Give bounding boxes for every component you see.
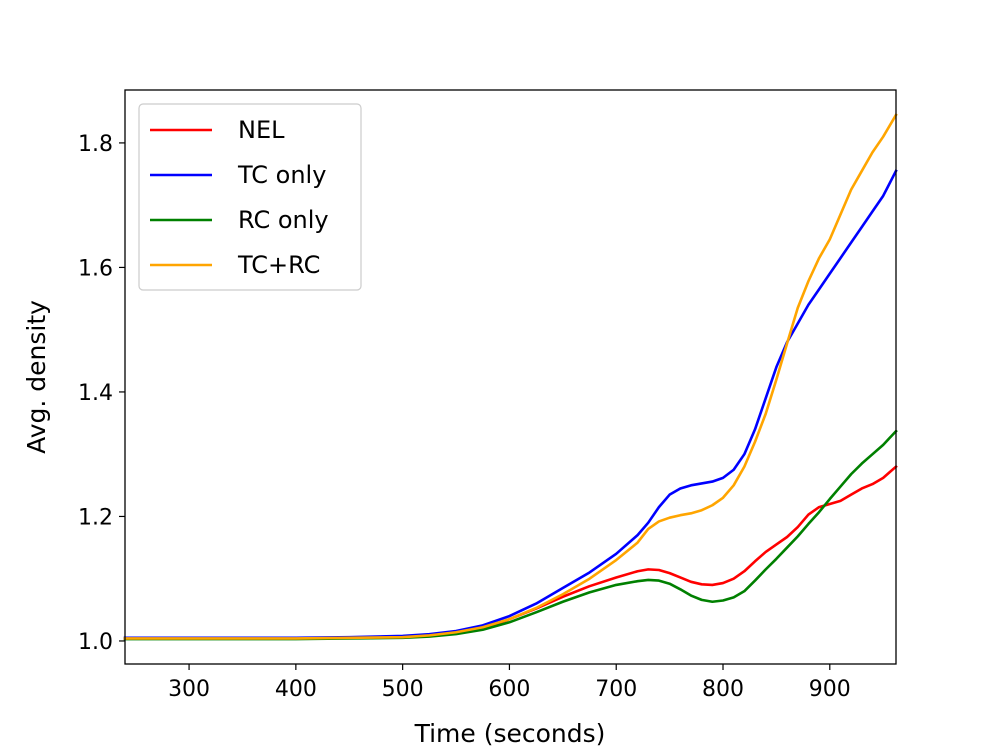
y-tick-label: 1.8 [78,132,113,157]
y-axis-label: Avg. density [22,300,51,454]
y-tick-label: 1.6 [78,256,113,281]
x-tick-label: 900 [809,677,851,702]
y-axis: 1.0 1.2 1.4 1.6 1.8 [78,132,125,655]
legend-box [138,103,362,291]
series-line-2 [123,429,898,641]
x-tick-label: 400 [275,677,317,702]
series-layer [123,113,898,641]
plot-frame [124,89,897,665]
legend-label-3: TC+RC [237,251,320,279]
legend-label-2: RC only [238,206,329,234]
x-tick-label: 500 [382,677,424,702]
x-tick-label: 300 [168,677,210,702]
y-tick-label: 1.2 [78,505,113,530]
legend-label-0: NEL [238,116,285,144]
legend: NEL TC only RC only TC+RC [138,103,362,291]
x-axis-label: Time (seconds) [414,719,606,747]
series-line-1 [123,169,898,640]
y-tick-label: 1.4 [78,381,113,406]
y-tick-label: 1.0 [78,630,113,655]
series-line-3 [123,113,898,640]
x-tick-label: 800 [702,677,744,702]
x-tick-label: 600 [488,677,530,702]
legend-label-1: TC only [237,161,326,189]
x-axis: 300 400 500 600 700 800 900 [168,664,851,702]
x-tick-label: 700 [595,677,637,702]
